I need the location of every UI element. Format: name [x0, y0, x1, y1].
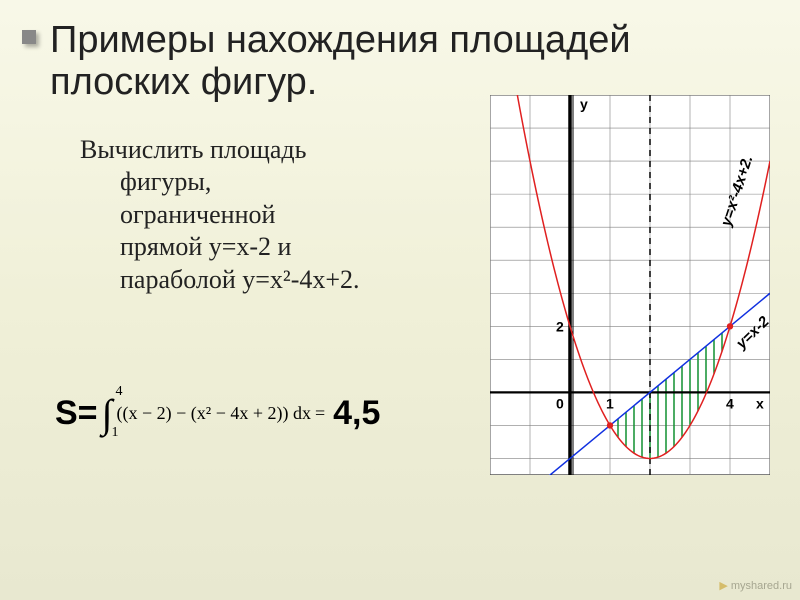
body-line-5: параболой y=x²-4x+2.: [120, 264, 460, 297]
equals: =: [315, 403, 325, 424]
body-line-2: фигуры,: [120, 166, 460, 199]
svg-text:2: 2: [556, 318, 564, 334]
watermark: ▶ myshared.ru: [719, 579, 792, 592]
svg-text:y: y: [580, 96, 588, 112]
svg-text:1: 1: [606, 395, 614, 411]
formula: S= 4 ∫ 1 ((x − 2) − (x² − 4x + 2)) dx = …: [55, 390, 380, 437]
problem-text: Вычислить площадь фигуры, ограниченной п…: [80, 134, 460, 297]
slide-title: Примеры нахождения площадей плоских фигу…: [50, 20, 760, 104]
int-lower: 1: [112, 425, 119, 441]
svg-text:4: 4: [726, 395, 734, 411]
bullet-decoration: [22, 30, 36, 44]
int-upper: 4: [116, 384, 123, 400]
svg-text:x: x: [756, 395, 764, 411]
svg-text:0: 0: [556, 395, 564, 411]
formula-s: S=: [55, 394, 98, 433]
chart: 0xy142y=x²-4x+2.y=x-2: [490, 95, 770, 475]
formula-result: 4,5: [333, 394, 380, 433]
watermark-text: myshared.ru: [731, 580, 792, 592]
integrand: ((x − 2) − (x² − 4x + 2)) dx: [117, 403, 311, 424]
body-line-4: прямой y=x-2 и: [120, 231, 460, 264]
body-line-1: Вычислить площадь: [80, 135, 306, 164]
integral-sign: 4 ∫ 1: [102, 390, 113, 437]
body-line-3: ограниченной: [120, 199, 460, 232]
